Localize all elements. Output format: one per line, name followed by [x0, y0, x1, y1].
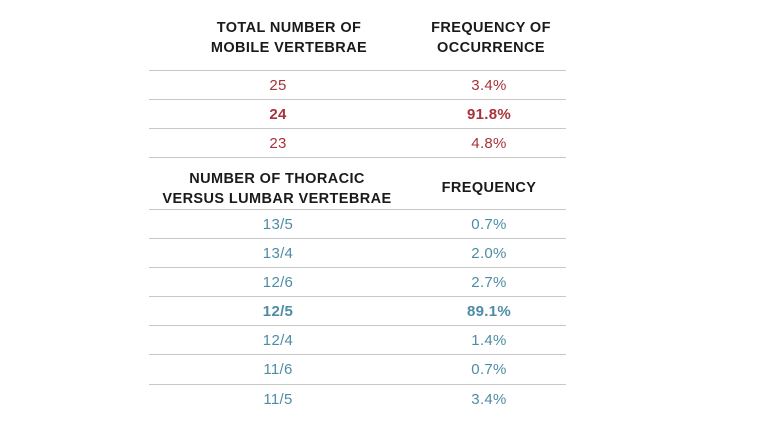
thoracic-lumbar-ratio: 13/4	[262, 245, 294, 262]
table-row: 12/6 2.7%	[149, 267, 566, 296]
section1-header-frequency: FREQUENCY OF OCCURRENCE	[411, 18, 571, 58]
section2-header-ratio-line2: VERSUS LUMBAR VERTEBRAE	[162, 191, 392, 207]
section1-header: TOTAL NUMBER OF MOBILE VERTEBRAE FREQUEN…	[149, 0, 566, 70]
occurrence-frequency: 4.8%	[471, 135, 507, 152]
ratio-frequency: 89.1%	[466, 303, 512, 320]
occurrence-frequency: 91.8%	[466, 106, 512, 123]
occurrence-frequency: 3.4%	[471, 77, 507, 94]
section1-header-count-line1: TOTAL NUMBER OF	[216, 20, 362, 36]
vertebrae-count: 24	[269, 106, 287, 123]
vertebrae-count: 23	[269, 135, 287, 152]
ratio-frequency: 0.7%	[471, 216, 507, 233]
ratio-frequency: 2.0%	[471, 245, 507, 262]
section1-header-count-line2: MOBILE VERTEBRAE	[210, 40, 368, 56]
thoracic-lumbar-ratio: 11/6	[263, 361, 293, 378]
table-row: 24 91.8%	[149, 99, 566, 128]
ratio-frequency: 3.4%	[471, 391, 507, 408]
section1-header-count: TOTAL NUMBER OF MOBILE VERTEBRAE	[179, 18, 399, 58]
thoracic-lumbar-ratio: 12/6	[262, 274, 294, 291]
table-row: 25 3.4%	[149, 70, 566, 99]
section1-header-frequency-line1: FREQUENCY OF	[431, 20, 551, 36]
section2-header-frequency: FREQUENCY	[441, 180, 537, 196]
table-row: 12/5 89.1%	[149, 296, 566, 325]
table-row: 11/6 0.7%	[149, 354, 566, 383]
table-row: 13/5 0.7%	[149, 209, 566, 238]
thoracic-lumbar-ratio: 11/5	[263, 391, 293, 408]
table-row: 12/4 1.4%	[149, 325, 566, 354]
section2-header: NUMBER OF THORACIC VERSUS LUMBAR VERTEBR…	[149, 157, 566, 210]
thoracic-lumbar-ratio: 12/5	[262, 303, 294, 320]
table-row: 23 4.8%	[149, 128, 566, 157]
table-row: 13/4 2.0%	[149, 238, 566, 267]
ratio-frequency: 0.7%	[471, 361, 507, 378]
thoracic-lumbar-ratio: 13/5	[262, 216, 294, 233]
section1-header-frequency-line2: OCCURRENCE	[437, 40, 545, 56]
ratio-frequency: 2.7%	[471, 274, 507, 291]
section2-header-ratio-line1: NUMBER OF THORACIC	[189, 171, 365, 187]
vertebrae-count: 25	[269, 77, 287, 94]
table-row: 11/5 3.4%	[149, 384, 566, 413]
thoracic-lumbar-ratio: 12/4	[262, 332, 294, 349]
section2-header-ratio: NUMBER OF THORACIC VERSUS LUMBAR VERTEBR…	[149, 169, 405, 209]
ratio-frequency: 1.4%	[471, 332, 507, 349]
